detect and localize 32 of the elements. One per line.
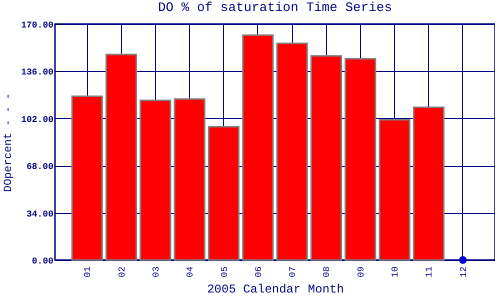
y-tick-label: 170.00 xyxy=(21,20,54,30)
bar xyxy=(242,34,274,261)
chart-title: DO % of saturation Time Series xyxy=(158,0,392,15)
bar xyxy=(412,106,445,261)
x-tick-label: 02 xyxy=(117,266,128,278)
bar xyxy=(344,58,376,261)
x-tick-label: 12 xyxy=(458,266,469,278)
bar xyxy=(105,54,138,261)
x-tick-label: 07 xyxy=(288,266,298,278)
x-axis-title: 2005 Calendar Month xyxy=(207,282,344,296)
y-tick-label: 68.00 xyxy=(26,162,54,172)
y-tick-label: 34.00 xyxy=(26,209,54,220)
bar xyxy=(140,100,172,261)
x-tick-label: 06 xyxy=(254,266,264,278)
bar xyxy=(71,95,103,261)
x-tick-label: 04 xyxy=(186,266,196,278)
x-tick-label: 09 xyxy=(356,266,366,278)
bar xyxy=(310,55,342,261)
x-tick-label: 01 xyxy=(83,266,94,278)
x-tick-label: 08 xyxy=(322,266,332,278)
x-tick-label: 10 xyxy=(390,266,401,278)
bar xyxy=(276,42,308,261)
x-tick-label: 11 xyxy=(424,266,435,278)
x-tick-label: 05 xyxy=(220,266,230,278)
y-axis-title: DOpercent - - - xyxy=(3,92,16,192)
y-tick-label: 0.00 xyxy=(32,256,54,266)
y-tick-label: 102.00 xyxy=(21,114,54,125)
x-tick-label: 03 xyxy=(151,266,162,278)
bar xyxy=(174,98,206,261)
bar xyxy=(378,119,410,261)
y-tick-label: 136.00 xyxy=(21,68,54,78)
bar xyxy=(208,126,240,261)
